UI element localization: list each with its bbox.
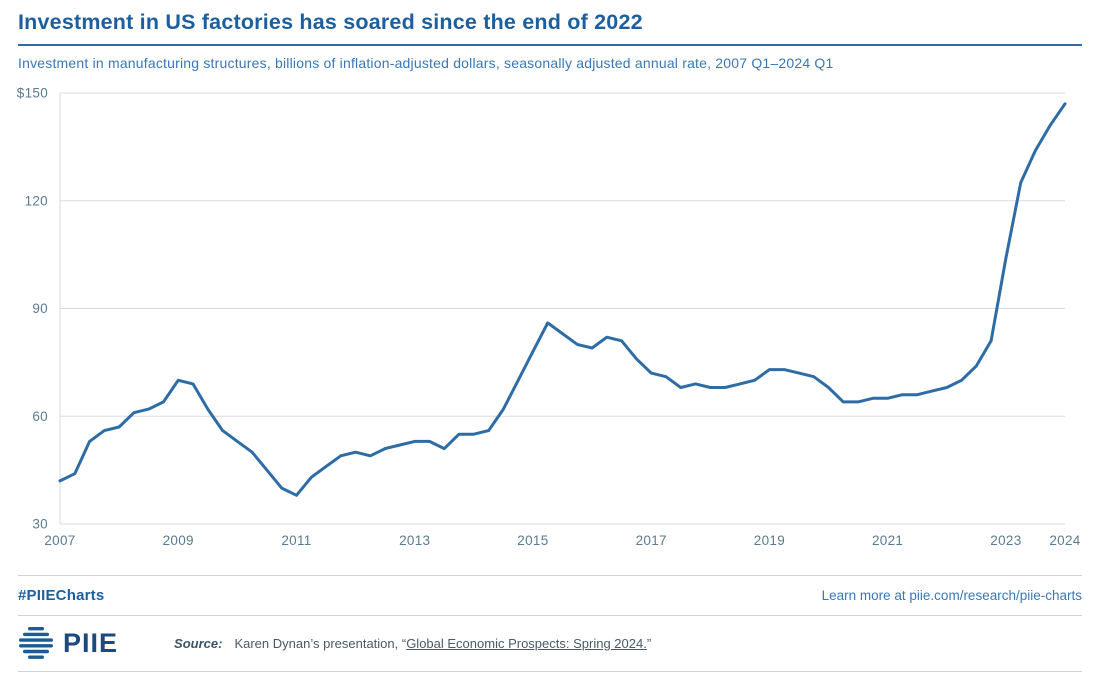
x-axis-tick-label: 2019 [754,533,785,548]
y-axis-tick-label: 90 [32,301,48,316]
piie-charts-hashtag: #PIIECharts [18,587,105,604]
x-axis-tick-label: 2011 [281,533,311,548]
x-axis-tick-label: 2023 [990,533,1021,548]
source-link[interactable]: Global Economic Prospects: Spring 2024. [406,635,647,651]
x-axis-tick-label: 2013 [399,533,430,548]
y-axis-tick-label: 30 [32,517,48,532]
x-axis-tick-label: 2021 [872,533,903,548]
x-axis-tick-label: 2007 [44,533,75,548]
source-bar: PIIE Source: Karen Dynan’s presentation, … [18,616,1082,671]
x-axis-tick-label: 2024 [1049,533,1080,548]
x-axis-tick-label: 2015 [517,533,548,548]
y-axis-tick-label: $150 [17,86,48,101]
piie-logo-text: PIIE [63,627,119,658]
source-label: Source: [174,635,223,651]
chart-canvas: 30 60 90 120 $150 2007 2009 2011 2013 2015 2017 201… [17,86,1081,549]
chart-subtitle: Investment in manufacturing structures, … [18,55,834,71]
title-divider [18,44,1082,46]
x-axis-tick-label: 2009 [163,533,194,548]
bottom-divider [18,671,1082,672]
learn-more-link[interactable]: Learn more at piie.com/research/piie-cha… [821,588,1082,603]
source-line: Source: Karen Dynan’s presentation, “Glob… [174,636,651,651]
x-axis-tick-label: 2017 [636,533,667,548]
line-chart: 30 60 90 120 $150 2007 2009 2011 2013 2015 2017 201… [0,71,1100,563]
investment-line [58,102,1067,497]
y-axis-tick-label: 120 [25,193,48,208]
y-axis-tick-label: 60 [32,409,48,424]
chart-header: Investment in US factories has soared si… [18,10,1082,71]
piie-logo-icon [19,627,53,659]
source-text: Karen Dynan’s presentation, “ [234,635,407,651]
source-closing-quote: ” [646,635,652,651]
footer-bar: #PIIECharts Learn more at piie.com/resea… [18,575,1082,616]
page-title: Investment in US factories has soared si… [18,10,643,34]
piie-logo: PIIE [18,627,118,659]
